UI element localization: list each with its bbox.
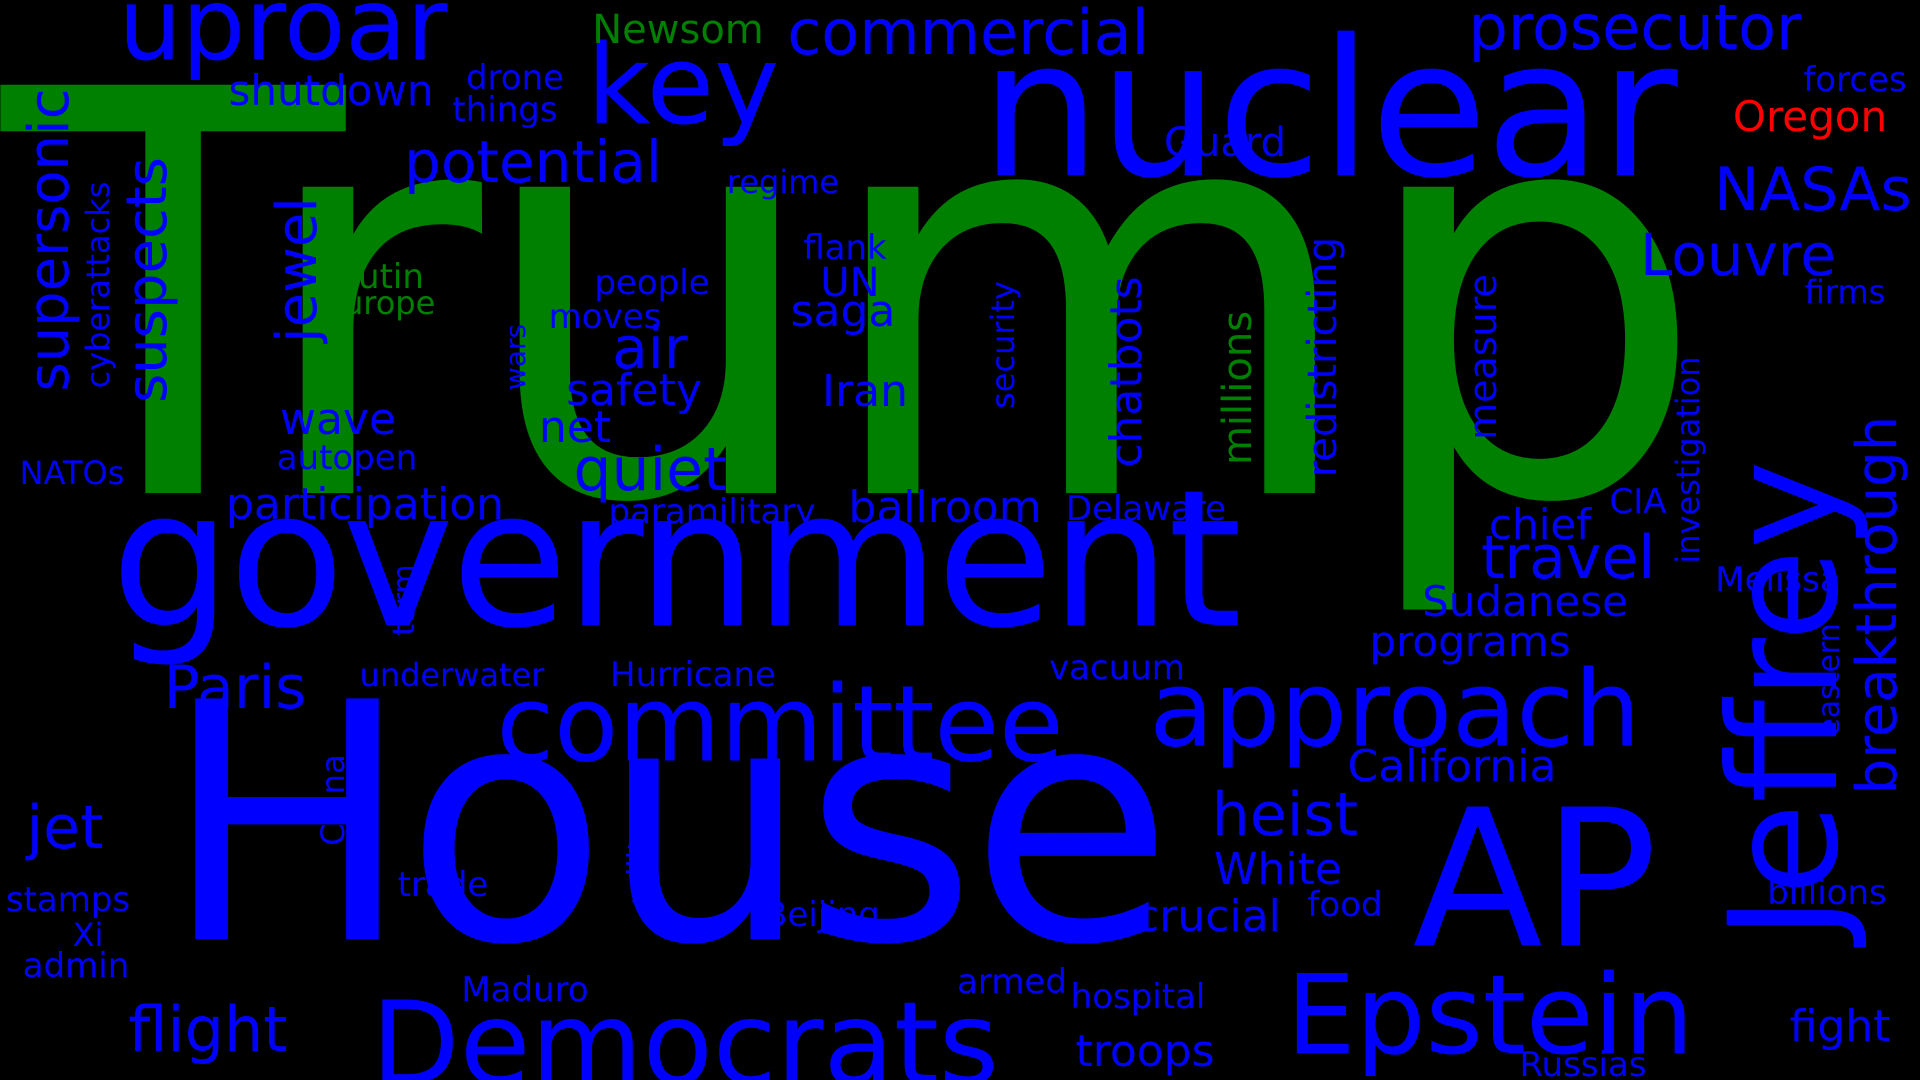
word-nuclear: nuclear — [980, 0, 1678, 220]
word-potential: potential — [404, 128, 662, 196]
word-hurricane: Hurricane — [610, 655, 776, 695]
word-participation: participation — [225, 479, 505, 530]
word-regime: regime — [726, 163, 840, 201]
word-jet: jet — [26, 793, 104, 863]
word-white: White — [1214, 844, 1342, 895]
word-sudanese: Sudanese — [1422, 577, 1628, 626]
word-xi: Xi — [72, 916, 104, 954]
word-uproar: uproar — [118, 0, 448, 83]
word-admin: admin — [22, 946, 130, 986]
word-food: food — [1307, 885, 1383, 925]
word-guard: Guard — [1164, 120, 1286, 166]
word-epstein: Epstein — [1286, 951, 1694, 1079]
word-programs: programs — [1369, 617, 1571, 666]
word-firms: firms — [1804, 273, 1886, 311]
word-term: term — [387, 564, 422, 636]
word-chief: chief — [1488, 500, 1592, 549]
word-billions: billions — [1767, 873, 1887, 913]
word-iran: Iran — [822, 366, 908, 417]
word-air: air — [612, 314, 688, 382]
word-china: China — [314, 754, 352, 846]
word-house: House — [162, 633, 1173, 1017]
word-cia: CIA — [1609, 482, 1667, 522]
word-heist: heist — [1211, 780, 1359, 850]
word-crucial: crucial — [1135, 891, 1281, 942]
word-suspects: suspects — [115, 157, 180, 403]
word-un: UN — [820, 260, 880, 306]
word-hospital: hospital — [1070, 977, 1206, 1017]
word-redistricting: redistricting — [1300, 236, 1346, 478]
word-key: key — [586, 21, 780, 149]
word-europe: Europe — [322, 284, 436, 322]
word-russias: Russias — [1519, 1045, 1647, 1080]
word-shutdown: shutdown — [228, 66, 434, 115]
word-people: people — [594, 263, 710, 303]
word-paris: Paris — [163, 653, 307, 723]
word-jewel: jewel — [265, 197, 330, 343]
word-ballroom: ballroom — [848, 482, 1042, 533]
word-natos: NATOs — [19, 454, 125, 492]
word-ap: AP — [1412, 769, 1658, 990]
word-commercial: commercial — [787, 0, 1149, 69]
word-underwater: underwater — [359, 656, 545, 694]
word-chatbots: chatbots — [1101, 276, 1152, 468]
word-vacuum: vacuum — [1049, 648, 1185, 688]
word-maduro: Maduro — [461, 970, 589, 1010]
word-saga: saga — [790, 286, 896, 337]
word-nasas: NASAs — [1714, 155, 1912, 225]
word-fight: fight — [1789, 1001, 1891, 1052]
word-louvre: Louvre — [1639, 221, 1837, 289]
word-wave: wave — [279, 394, 397, 445]
word-california: California — [1347, 741, 1557, 792]
word-trump: Trump — [2, 0, 1708, 626]
word-approach: approach — [1149, 648, 1641, 771]
word-beijing: Beijing — [764, 895, 880, 935]
word-oregon: Oregon — [1732, 92, 1888, 141]
word-newsom: Newsom — [592, 7, 764, 53]
word-investigation: investigation — [1669, 356, 1707, 564]
word-armed: armed — [957, 962, 1067, 1002]
word-travel: travel — [1480, 523, 1656, 593]
word-prosecutor: prosecutor — [1468, 0, 1802, 64]
word-doj: DOJ — [365, 357, 429, 397]
word-paramilitary: paramilitary — [608, 492, 816, 532]
word-eastern: eastern — [1812, 623, 1847, 737]
word-democrats: Democrats — [371, 977, 999, 1080]
word-flight: flight — [128, 993, 288, 1066]
word-breakthrough: breakthrough — [1845, 415, 1910, 795]
word-committee: committee — [496, 663, 1064, 786]
word-supersonic: supersonic — [17, 88, 82, 392]
word-trade: trade — [397, 865, 489, 905]
word-delaware: Delaware — [1065, 489, 1227, 529]
word-millions: millions — [1215, 310, 1261, 466]
word-cyberattacks: cyberattacks — [79, 181, 117, 389]
word-security: security — [984, 281, 1022, 409]
word-troops: troops — [1075, 1026, 1215, 1077]
word-putin: Putin — [338, 257, 424, 297]
word-safety: safety — [566, 365, 702, 416]
word-net: net — [538, 402, 612, 453]
word-drone: drone — [465, 58, 565, 98]
word-military: military — [622, 790, 657, 906]
word-autopen: autopen — [276, 438, 418, 478]
word-melissa: Melissa — [1715, 560, 1841, 600]
word-government: government — [110, 449, 1242, 670]
word-quiet: quiet — [573, 435, 727, 505]
word-moves: moves — [548, 297, 662, 337]
word-measure: measure — [1461, 274, 1505, 440]
word-things: things — [452, 90, 558, 130]
word-wars: wars — [499, 323, 532, 391]
word-forces: forces — [1803, 60, 1907, 100]
word-stamps: stamps — [5, 880, 131, 920]
word-flank: flank — [803, 228, 887, 268]
